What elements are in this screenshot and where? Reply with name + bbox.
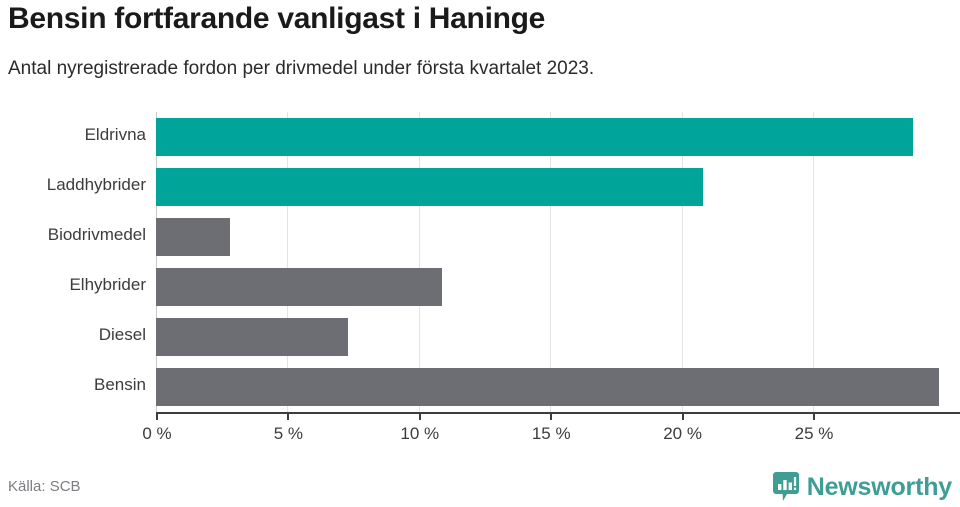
category-label: Bensin xyxy=(94,375,146,394)
x-tick-label: 5 % xyxy=(273,424,304,443)
bar-row: Biodrivmedel xyxy=(0,212,960,262)
bar xyxy=(156,268,443,306)
bar-row: Diesel xyxy=(0,312,960,362)
category-label: Elhybrider xyxy=(69,275,146,294)
bar xyxy=(156,168,703,206)
gridline xyxy=(287,112,289,412)
x-tick-label: 20 % xyxy=(663,424,702,443)
bar xyxy=(156,368,940,406)
x-tick-label: 25 % xyxy=(794,424,834,443)
chart-subtitle: Antal nyregistrerade fordon per drivmede… xyxy=(8,58,595,79)
gridline xyxy=(156,112,157,412)
plot-area: Eldrivna Laddhybrider Biodrivmedel Elhybrid… xyxy=(0,112,960,412)
chart-footer: Källa: SCB Newsworthy xyxy=(0,470,960,505)
bar-row: Elhybrider xyxy=(0,262,960,312)
gridline xyxy=(550,112,552,412)
source-note: Källa: SCB xyxy=(8,478,81,495)
logo-wordmark: Newsworthy xyxy=(806,472,952,501)
x-tick xyxy=(418,412,421,420)
bar xyxy=(156,118,913,156)
category-label: Biodrivmedel xyxy=(47,225,146,244)
x-tick xyxy=(813,412,815,420)
category-label: Laddhybrider xyxy=(46,175,146,194)
category-label: Diesel xyxy=(98,325,146,344)
x-tick xyxy=(156,412,158,420)
x-axis-line xyxy=(156,412,960,414)
x-tick-label: 10 % xyxy=(400,424,440,443)
bar-row: Laddhybrider xyxy=(0,162,960,212)
bar-chart-speech-bubble-icon xyxy=(772,472,799,502)
bar xyxy=(156,218,230,256)
bar-row: Eldrivna xyxy=(0,112,960,162)
bar-row: Bensin xyxy=(0,362,960,412)
x-axis: 0 % 5 % 10 % 15 % 20 % 25 % xyxy=(0,412,960,452)
x-tick xyxy=(681,412,684,420)
x-tick xyxy=(550,412,553,420)
gridline xyxy=(813,112,814,412)
page-title: Bensin fortfarande vanligast i Haninge xyxy=(8,2,546,35)
x-tick-label: 15 % xyxy=(531,424,571,443)
newsworthy-logo[interactable]: Newsworthy xyxy=(772,470,952,504)
bar-series: Eldrivna Laddhybrider Biodrivmedel Elhybrid… xyxy=(0,112,960,412)
category-label: Eldrivna xyxy=(84,125,146,144)
x-tick xyxy=(287,412,290,420)
gridlines xyxy=(0,112,960,412)
x-tick-label: 0 % xyxy=(142,424,172,443)
gridline xyxy=(418,112,420,412)
gridline xyxy=(681,112,683,412)
bar xyxy=(156,318,348,356)
